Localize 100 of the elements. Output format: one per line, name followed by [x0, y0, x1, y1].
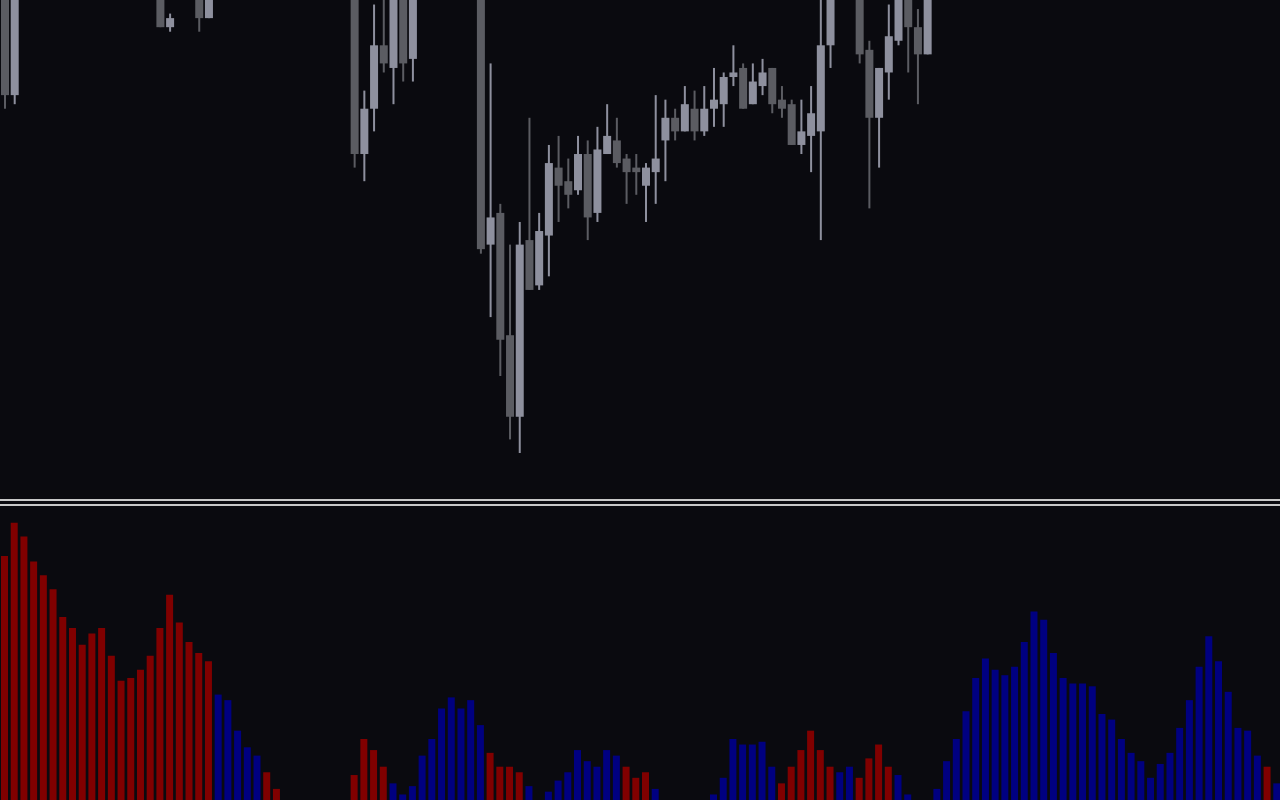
bar [136, 669, 144, 800]
bar [428, 738, 436, 800]
bar [525, 786, 533, 800]
bar [78, 644, 86, 800]
bar [748, 744, 756, 800]
bar [1088, 686, 1096, 800]
bar [1098, 714, 1106, 800]
bar [185, 641, 193, 800]
bar [234, 730, 242, 800]
bar [399, 794, 407, 800]
bar [622, 766, 630, 800]
bar [1205, 636, 1213, 800]
bar [1273, 783, 1280, 800]
bar [933, 788, 941, 800]
bar [1117, 738, 1125, 800]
bar [981, 658, 989, 800]
bar [807, 730, 815, 800]
bar [457, 708, 465, 800]
bar [447, 697, 455, 800]
bar [603, 750, 611, 800]
bar [729, 738, 737, 800]
bar [1147, 777, 1155, 800]
bar [1156, 763, 1164, 800]
bar [224, 700, 232, 800]
bar [1244, 730, 1252, 800]
bar [709, 794, 717, 800]
bar [1001, 675, 1009, 800]
bar [1079, 683, 1087, 800]
bar [1059, 677, 1067, 800]
bar [467, 700, 475, 800]
bar [49, 589, 57, 800]
bar [486, 752, 494, 800]
bar [1108, 719, 1116, 800]
bar [195, 653, 203, 800]
bar [972, 677, 980, 800]
bar [408, 786, 416, 800]
bar [263, 772, 271, 800]
bar [1215, 661, 1223, 800]
bar [1263, 766, 1271, 800]
bar [651, 788, 659, 800]
bar [758, 741, 766, 800]
bar [797, 750, 805, 800]
bar [632, 777, 640, 800]
bar [894, 775, 902, 800]
bar [175, 622, 183, 800]
bar [1195, 666, 1203, 800]
bar [777, 783, 785, 800]
bar [836, 772, 844, 800]
bar [350, 775, 358, 800]
bar [107, 655, 115, 800]
bar [272, 788, 280, 800]
bar [544, 791, 552, 800]
bar [146, 655, 154, 800]
bar [515, 772, 523, 800]
bar [156, 628, 164, 800]
bar [253, 755, 261, 800]
bar [865, 758, 873, 800]
bar [855, 777, 863, 800]
bar [1020, 641, 1028, 800]
bar [30, 561, 38, 800]
bar [204, 661, 212, 800]
bar [166, 594, 174, 800]
bar [379, 766, 387, 800]
bar [1069, 683, 1077, 800]
bar [1040, 619, 1048, 800]
bar [816, 750, 824, 800]
bar [952, 738, 960, 800]
bar [389, 783, 397, 800]
bar [506, 766, 514, 800]
bar [1234, 727, 1242, 800]
bar [10, 522, 18, 800]
bar [20, 536, 28, 800]
bar [418, 755, 426, 800]
bar [564, 772, 572, 800]
bar [904, 794, 912, 800]
bar [360, 738, 368, 800]
bar [127, 677, 135, 800]
bar [1127, 752, 1135, 800]
bar [243, 747, 251, 800]
bar [1224, 691, 1232, 800]
bar [719, 777, 727, 800]
bar [787, 766, 795, 800]
bar [991, 669, 999, 800]
bar [117, 680, 125, 800]
bar [1049, 653, 1057, 800]
bar [875, 744, 883, 800]
bar [593, 766, 601, 800]
bar [1176, 727, 1184, 800]
bar [1, 555, 8, 800]
bar [39, 575, 47, 800]
bar [476, 725, 484, 800]
bar [98, 628, 106, 800]
bar [68, 628, 76, 800]
bar [1137, 761, 1145, 800]
bar [583, 761, 591, 800]
bar [496, 766, 504, 800]
bar [1185, 700, 1193, 800]
bar [826, 766, 834, 800]
bar [768, 766, 776, 800]
bar [1030, 611, 1038, 800]
